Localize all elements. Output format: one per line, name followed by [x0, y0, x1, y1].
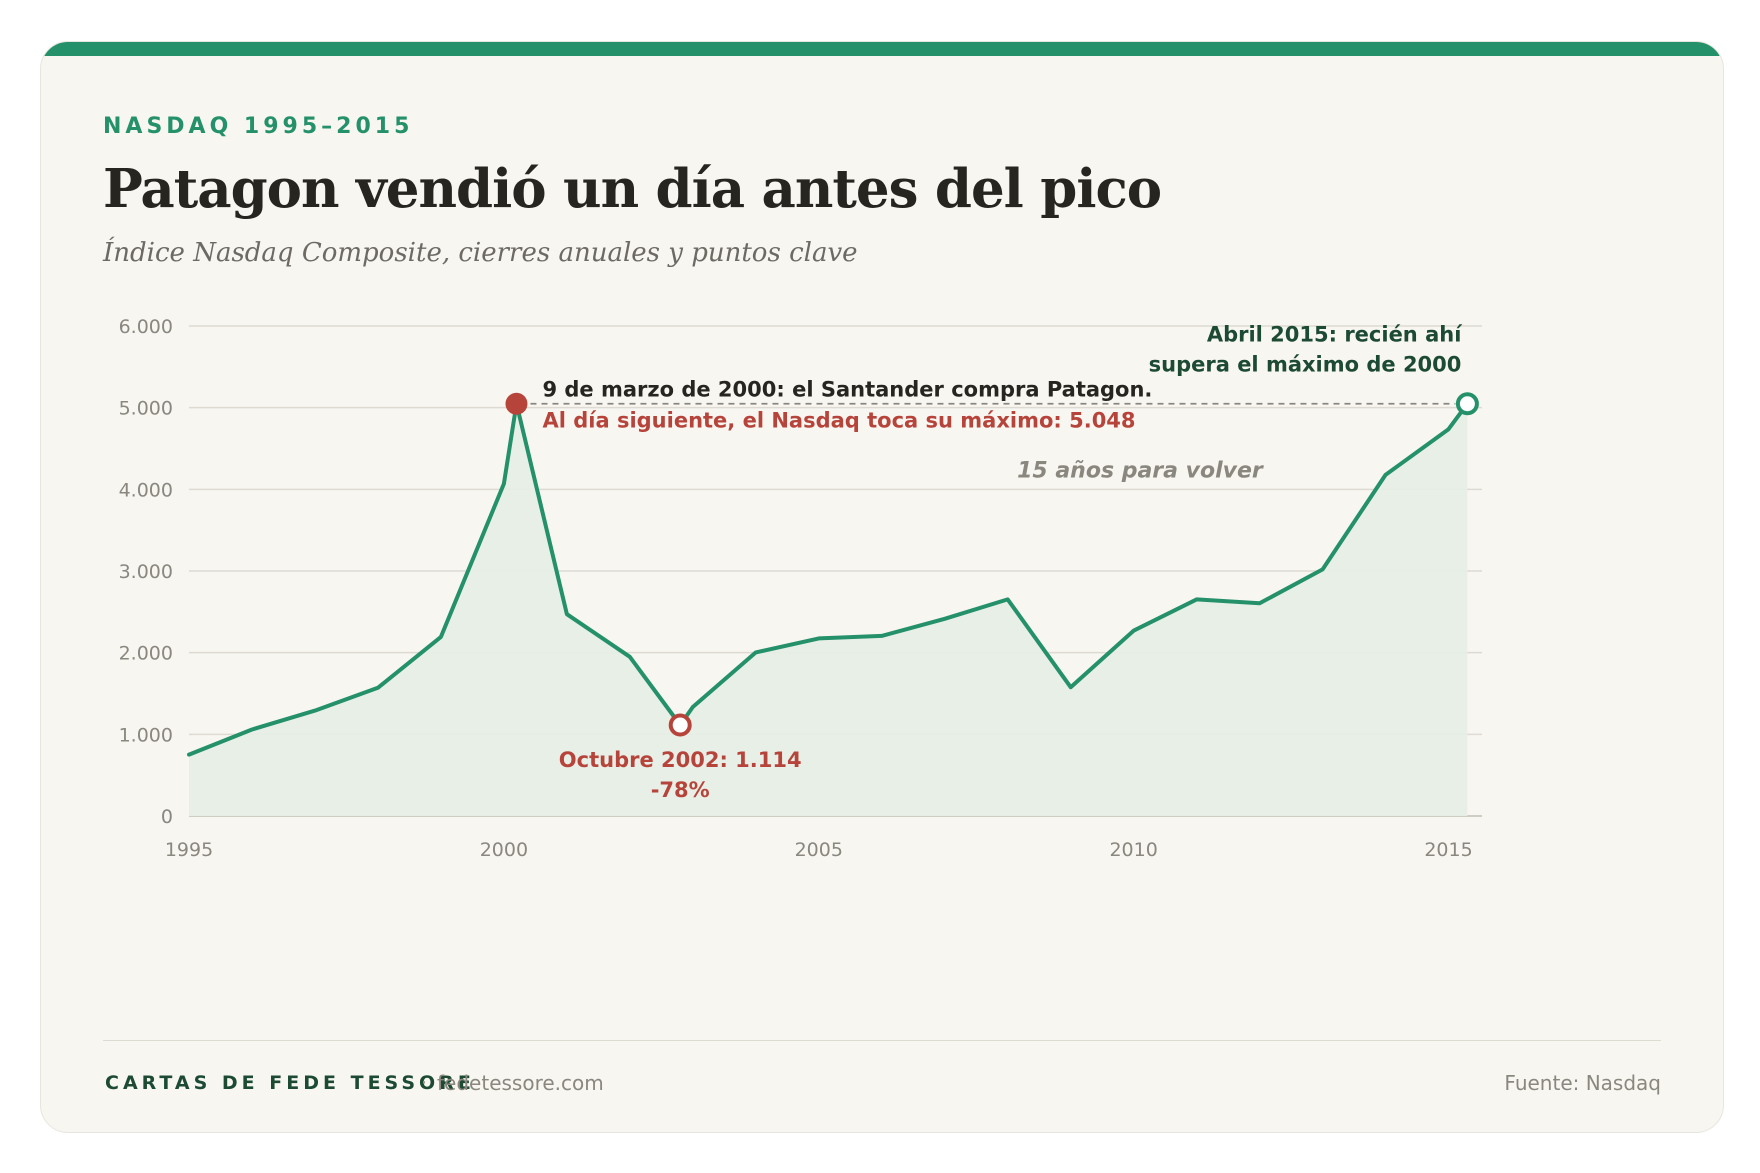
- x-tick-label: 2005: [795, 839, 843, 861]
- source-note: Fuente: Nasdaq: [1504, 1071, 1661, 1095]
- y-tick-label: 5.000: [119, 398, 173, 420]
- y-tick-label: 6.000: [119, 316, 173, 338]
- trough-annotation-line2: -78%: [651, 778, 710, 802]
- recovery-annotation-line2: supera el máximo de 2000: [1149, 353, 1462, 377]
- chart-card: NASDAQ 1995–2015 Patagon vendió un día a…: [40, 41, 1724, 1133]
- series-line: [187, 401, 1470, 757]
- area-fill: [189, 403, 1468, 816]
- y-tick-label: 3.000: [119, 561, 173, 583]
- trough-marker: [668, 713, 692, 737]
- y-tick-label: 0: [161, 806, 173, 828]
- nasdaq-line-chart: 0 1.000 2.000 3.000 4.000 5.000 6.000 1995 2000 2…: [119, 316, 1482, 861]
- x-tick-label: 2000: [480, 839, 528, 861]
- series-area: [189, 403, 1468, 816]
- series-line-path: [187, 401, 1470, 757]
- site-link[interactable]: fedetessore.com: [437, 1071, 604, 1095]
- eyebrow-label: NASDAQ 1995–2015: [103, 114, 414, 139]
- trough-annotation-line1: Octubre 2002: 1.114: [559, 748, 802, 772]
- footer-divider: [103, 1040, 1661, 1041]
- x-tick-label: 2010: [1109, 839, 1157, 861]
- recovery-annotation-line1: Abril 2015: recién ahí: [1207, 323, 1463, 347]
- peak-annotation-line2: Al día siguiente, el Nasdaq toca su máxi…: [542, 409, 1135, 433]
- chart-title: Patagon vendió un día antes del pico: [103, 158, 1162, 220]
- x-tick-label: 2015: [1424, 839, 1472, 861]
- peak-marker: [505, 392, 528, 415]
- chart-subtitle: Índice Nasdaq Composite, cierres anuales…: [103, 238, 858, 268]
- accent-bar: [41, 42, 1723, 56]
- brand-name: CARTAS DE FEDE TESSORE: [105, 1072, 475, 1094]
- peak-annotation-line1: 9 de marzo de 2000: el Santander compra …: [542, 378, 1152, 402]
- footer-separator: ·: [421, 1072, 428, 1094]
- y-tick-label: 1.000: [119, 724, 173, 746]
- gap-label: 15 años para volver: [1017, 458, 1264, 483]
- recovery-marker: [1455, 392, 1479, 416]
- x-tick-label: 1995: [165, 839, 213, 861]
- annotations: 9 de marzo de 2000: el Santander compra …: [505, 323, 1479, 802]
- y-tick-label: 2.000: [119, 643, 173, 665]
- y-tick-label: 4.000: [119, 479, 173, 501]
- axes: 0 1.000 2.000 3.000 4.000 5.000 6.000 1995 2000 2…: [119, 316, 1473, 861]
